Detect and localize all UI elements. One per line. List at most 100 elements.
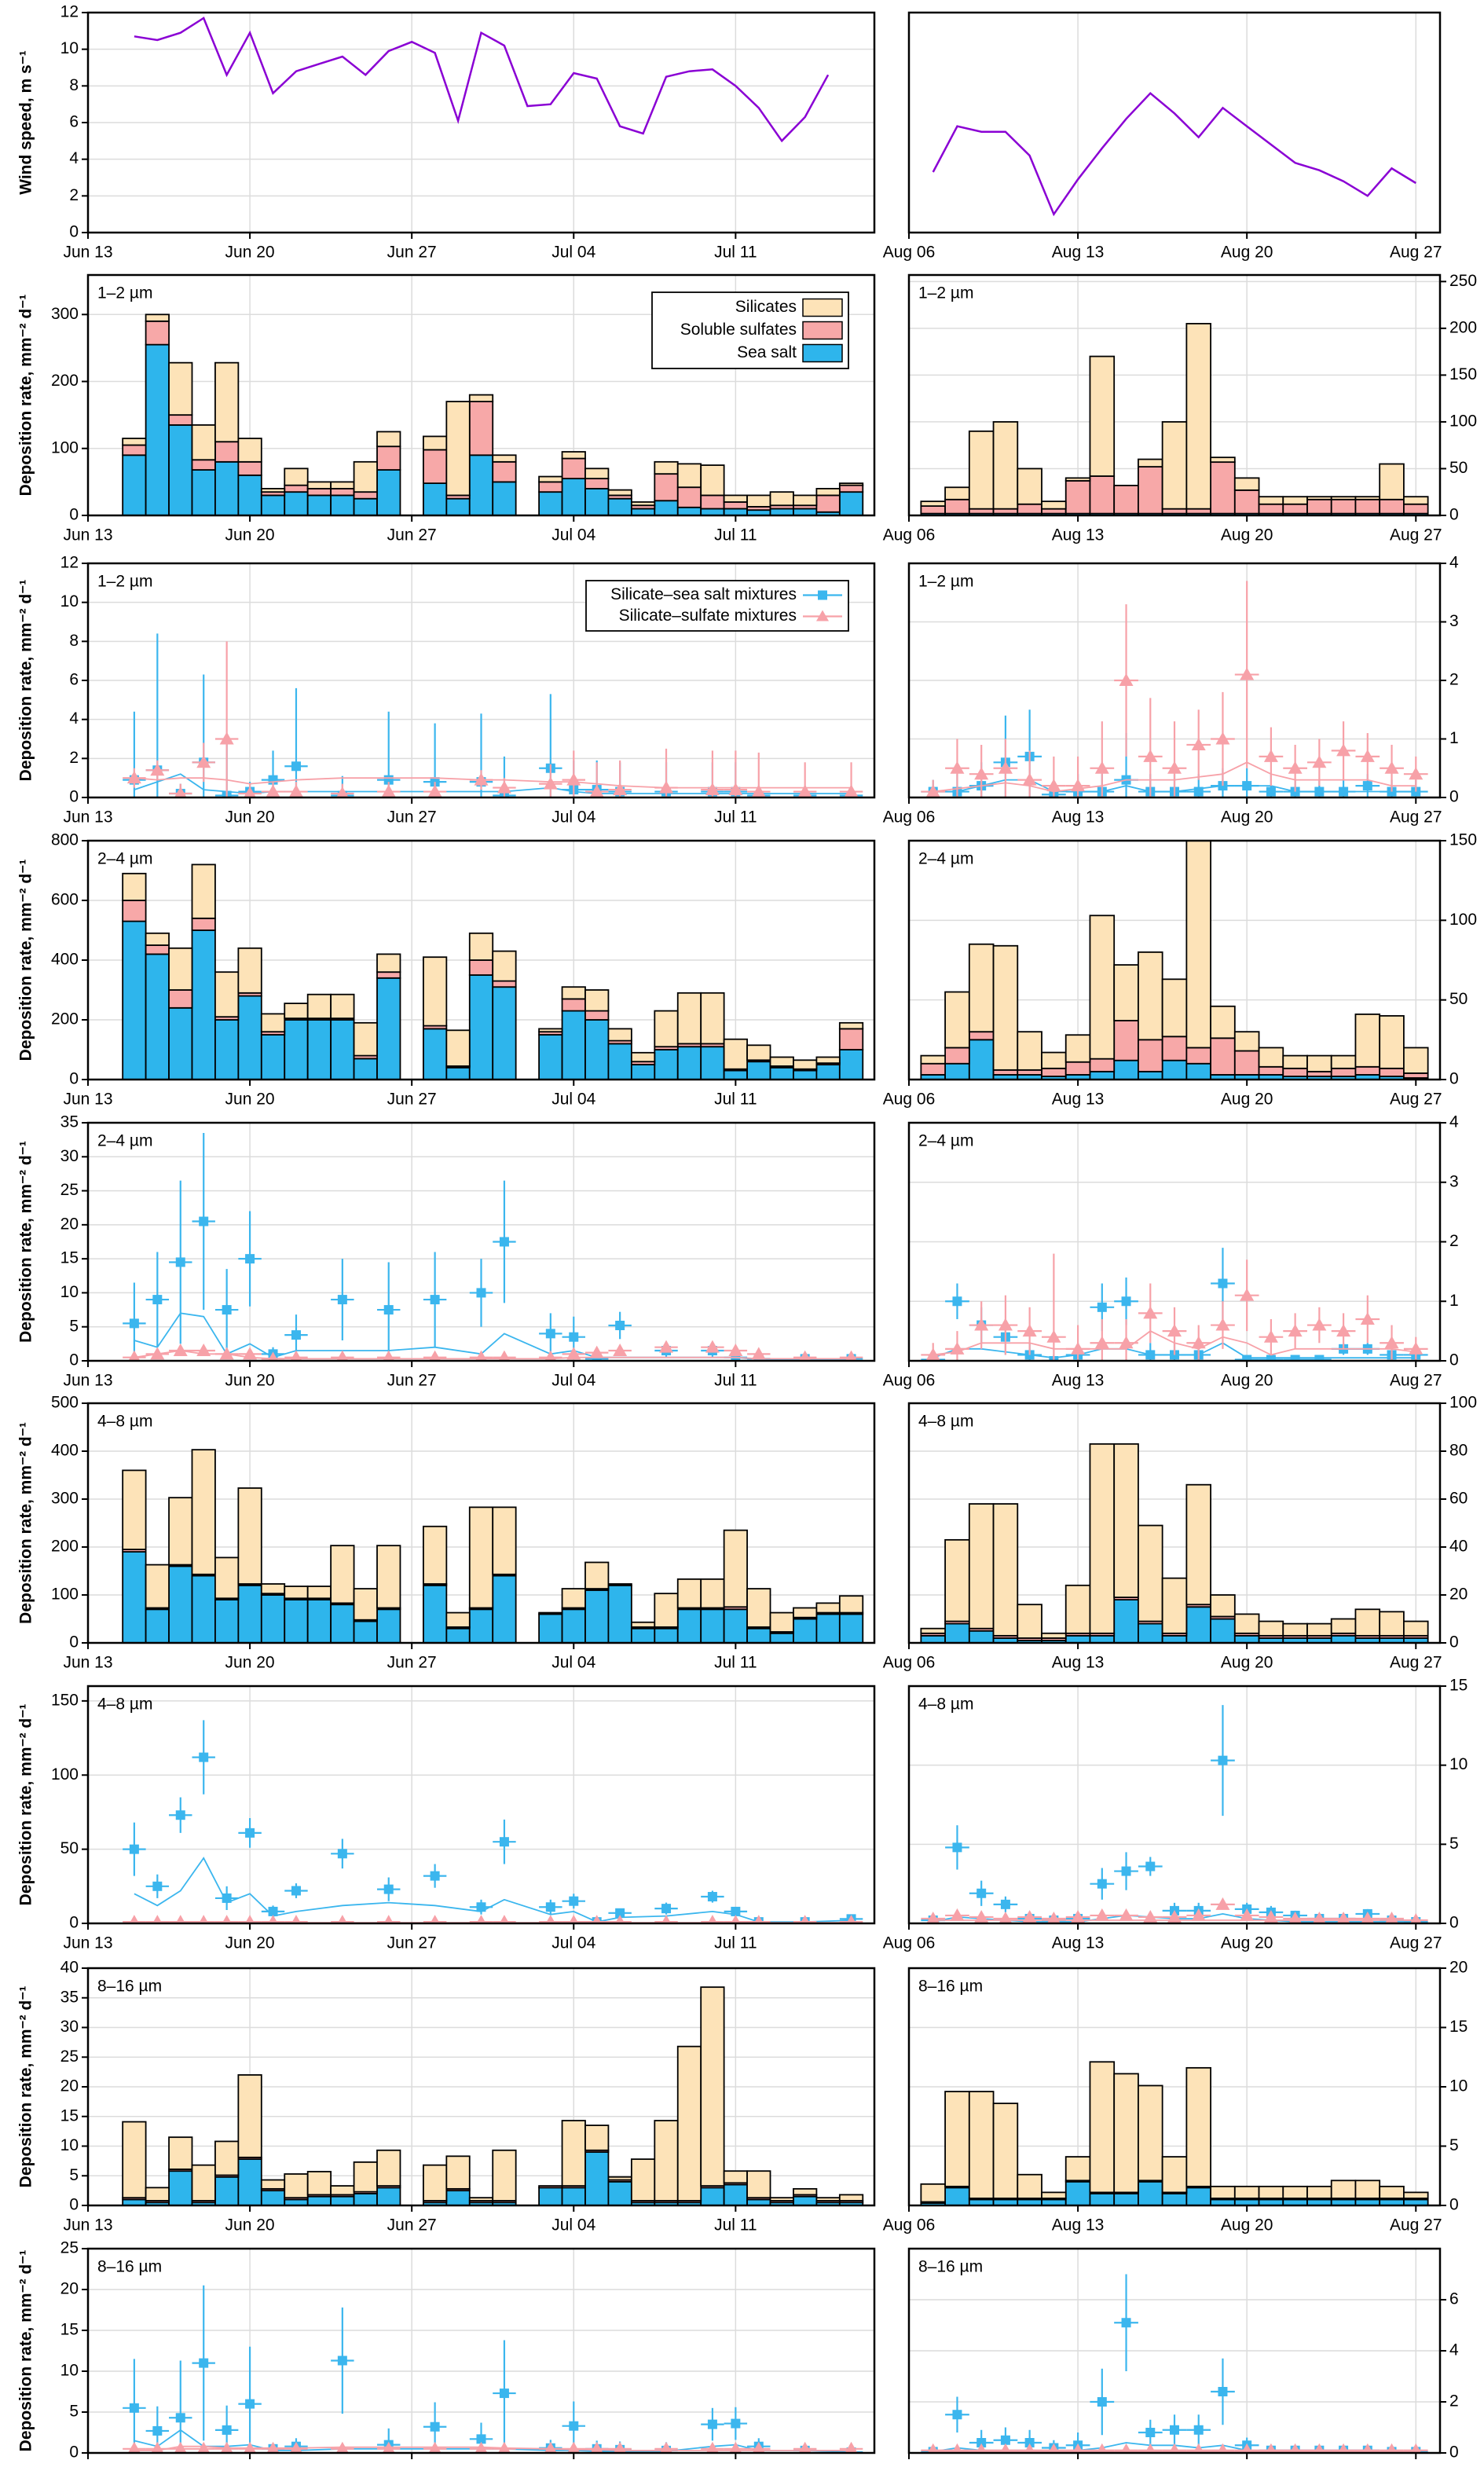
marker xyxy=(1360,749,1375,762)
bar-segment xyxy=(237,995,262,1080)
bar-segment xyxy=(122,454,147,515)
bar-segment xyxy=(723,1038,748,1070)
bar-segment xyxy=(445,497,471,515)
y-tick-label: 300 xyxy=(51,1490,79,1508)
marker xyxy=(1143,1909,1158,1923)
bar-segment xyxy=(1233,1050,1260,1076)
bar-segment xyxy=(630,501,656,507)
bar-segment xyxy=(1354,1065,1381,1076)
panel-label: 2–4 µm xyxy=(97,850,152,868)
marker xyxy=(245,1254,255,1264)
marker xyxy=(707,2419,717,2429)
bar-segment xyxy=(838,1049,864,1080)
bar-segment xyxy=(538,1611,563,1615)
marker xyxy=(751,1347,766,1360)
bar-segment xyxy=(330,2185,355,2196)
bar-segment xyxy=(1138,1039,1163,1072)
x-tick-label: Jun 13 xyxy=(63,1372,112,1390)
marker xyxy=(707,1892,717,1902)
marker xyxy=(244,786,256,797)
bar-segment xyxy=(191,424,216,461)
bar-segment xyxy=(191,1449,216,1575)
x-tick-label: Jun 13 xyxy=(63,526,112,544)
bar-segment xyxy=(700,1046,725,1080)
y-tick-label: 2 xyxy=(1449,2392,1459,2411)
marker xyxy=(244,1915,255,1923)
panel-label: 8–16 µm xyxy=(97,2258,162,2276)
y-tick-label: 40 xyxy=(60,1959,79,1977)
bar-segment xyxy=(168,1497,193,1566)
bar-segment xyxy=(1185,2066,1211,2187)
bar-segment xyxy=(538,1034,563,1080)
marker xyxy=(927,2443,939,2453)
x-tick-label: Jul 04 xyxy=(551,1934,595,1952)
bar-segment xyxy=(1185,323,1211,510)
x-tick-label: Aug 27 xyxy=(1390,244,1442,262)
marker xyxy=(1314,2443,1325,2453)
bar-segment xyxy=(468,1506,494,1609)
marker xyxy=(430,2422,440,2432)
bar-segment xyxy=(1161,421,1188,510)
bar-segment xyxy=(237,2073,262,2158)
x-tick-label: Jul 04 xyxy=(551,1654,595,1672)
bar-segment xyxy=(1210,1005,1236,1039)
y-tick-label: 10 xyxy=(60,2362,79,2380)
x-tick-label: Jun 27 xyxy=(387,526,437,544)
panel-label: 2–4 µm xyxy=(97,1132,152,1150)
plot-area xyxy=(134,16,830,143)
panel: Jun 13 Jun 20 Jun 27 Jul 04 Jul 11 0 100 200 300… xyxy=(17,1394,876,1672)
bar-segment xyxy=(353,1588,378,1621)
bar-segment xyxy=(769,1632,794,1643)
x-tick-label: Jun 20 xyxy=(225,526,275,544)
marker xyxy=(499,1915,510,1923)
bar-segment xyxy=(561,986,586,1000)
bar-segment xyxy=(746,1061,771,1080)
bar-segment xyxy=(306,481,332,489)
axes-frame xyxy=(907,2247,1442,2455)
bar-segment xyxy=(561,1608,586,1643)
y-tick-label: 5 xyxy=(1449,1835,1459,1853)
bar-segment xyxy=(723,1069,748,1080)
bar-segment xyxy=(1138,2180,1163,2205)
marker xyxy=(1024,2438,1035,2447)
bar-segment xyxy=(676,1046,702,1080)
y-tick-label: 100 xyxy=(1449,911,1477,929)
marker xyxy=(660,2441,673,2453)
y-tick-label: 2 xyxy=(69,749,79,767)
bar-segment xyxy=(815,488,841,497)
bar-segment xyxy=(630,1064,656,1080)
bar-segment xyxy=(1161,978,1188,1038)
bar-segment xyxy=(723,494,748,503)
bar-segment xyxy=(1403,1620,1429,1637)
x-tick-label: Aug 06 xyxy=(883,1372,936,1390)
y-tick-label: 4 xyxy=(1449,2341,1459,2359)
marker xyxy=(1384,1336,1399,1349)
y-tick-label: 10 xyxy=(1449,1755,1468,1773)
marker xyxy=(1120,2443,1132,2453)
bar-segment xyxy=(676,992,702,1045)
marker xyxy=(1167,1909,1182,1923)
marker xyxy=(925,1347,940,1361)
marker xyxy=(1215,1897,1230,1910)
marker xyxy=(476,1288,486,1298)
bar-segment xyxy=(746,1627,771,1643)
y-tick-label: 0 xyxy=(1449,1914,1459,1932)
bar-segment xyxy=(445,401,471,497)
y-tick-label: 8 xyxy=(69,76,79,94)
bar-segment xyxy=(746,1588,771,1628)
bar-segment xyxy=(723,2170,748,2184)
bar-segment xyxy=(353,2161,378,2193)
bar-segment xyxy=(920,505,946,515)
bar-segment xyxy=(306,2195,332,2205)
marker xyxy=(129,1915,140,1923)
marker xyxy=(291,1886,301,1896)
marker xyxy=(174,786,187,797)
panel: Aug 06 Aug 13 Aug 20 Aug 27 0 5 10 15 4–8 µm xyxy=(883,1677,1468,1952)
axes-frame xyxy=(907,1402,1442,1644)
bar-segment xyxy=(1306,1622,1332,1637)
y-tick-label: 25 xyxy=(60,2048,79,2066)
bar-segment xyxy=(1113,1599,1139,1643)
bar-segment xyxy=(1379,1067,1405,1077)
bar-segment xyxy=(1041,1067,1067,1077)
bar-segment xyxy=(676,463,702,489)
